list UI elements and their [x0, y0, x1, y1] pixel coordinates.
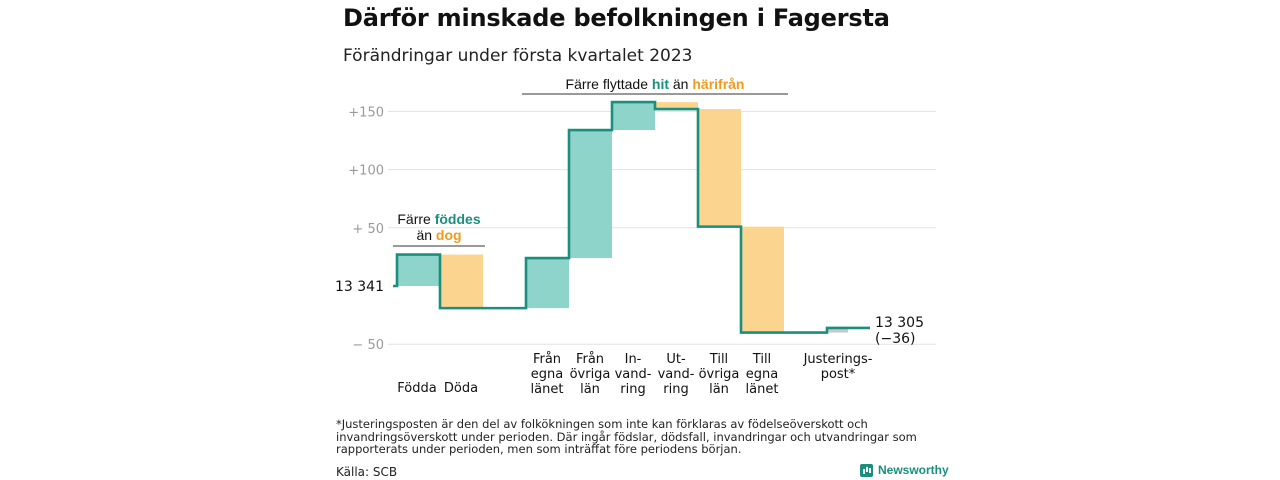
- category-label: egna: [531, 367, 563, 382]
- category-label: län: [580, 382, 600, 397]
- category-label: Ut-: [666, 352, 686, 367]
- category-label: Från: [533, 352, 561, 367]
- category-label: övriga: [699, 367, 740, 382]
- category-label: post*: [821, 367, 856, 382]
- bar-3: [526, 258, 569, 309]
- annotation-births-line2: än dog: [416, 227, 461, 243]
- bar-7: [698, 109, 741, 227]
- annotation-migration: Färre flyttade hit än härifrån: [566, 76, 745, 92]
- bar-1: [397, 254, 440, 286]
- category-label: ring: [663, 382, 688, 397]
- category-label: vand-: [615, 367, 652, 382]
- bar-2: [440, 254, 483, 309]
- cumulative-step-line: [393, 100, 870, 334]
- category-label: övriga: [570, 367, 611, 382]
- bar-5: [612, 102, 655, 131]
- start-value-label: 13 341: [335, 279, 384, 295]
- chart-title: Därför minskade befolkningen i Fagersta: [343, 4, 890, 32]
- category-label: Döda: [444, 381, 478, 396]
- waterfall-chart: +150 +100 + 50 13 341 − 50 13 305(−36) Födda Dö…: [335, 76, 936, 397]
- bar-6: [655, 102, 698, 110]
- y-tick-label: + 50: [352, 222, 384, 237]
- y-tick-label: +150: [348, 105, 384, 120]
- brand-name: Newsworthy: [878, 463, 949, 477]
- category-label: Till: [709, 352, 728, 367]
- bar-8: [741, 226, 784, 333]
- y-tick-label: +100: [348, 164, 384, 179]
- category-label: Till: [752, 352, 771, 367]
- category-label: länet: [531, 382, 564, 397]
- category-label: In-: [625, 352, 642, 367]
- end-change-label: (−36): [875, 331, 915, 347]
- y-tick-label: − 50: [352, 338, 384, 353]
- category-label: län: [709, 382, 729, 397]
- bar-4: [569, 130, 612, 259]
- footnote: *Justeringsposten är den del av folkökni…: [336, 417, 917, 456]
- chart-subtitle: Förändringar under första kvartalet 2023: [343, 46, 693, 66]
- brand-logo: Newsworthy: [860, 463, 949, 477]
- category-label: Födda: [397, 381, 436, 396]
- category-label: ring: [620, 382, 645, 397]
- category-label: länet: [746, 382, 779, 397]
- bar-9: [828, 327, 848, 333]
- source-label: Källa: SCB: [336, 465, 398, 479]
- category-label: Justerings-: [803, 352, 873, 367]
- category-label: egna: [746, 367, 778, 382]
- end-value-label: 13 305: [875, 315, 924, 331]
- category-label: vand-: [658, 367, 695, 382]
- category-label: Från: [576, 352, 604, 367]
- newsworthy-logo-icon: [860, 463, 873, 477]
- annotation-births-line1: Färre föddes: [397, 211, 480, 227]
